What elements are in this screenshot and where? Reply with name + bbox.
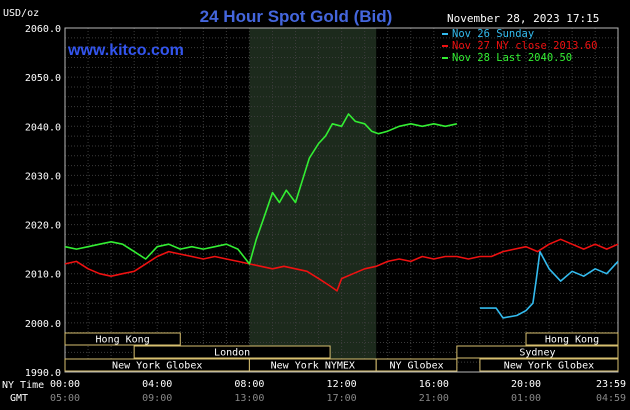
session-bar: Hong Kong [64,332,181,346]
session-bar: New York Globex [64,358,250,372]
session-label: Sydney [519,348,555,359]
x-tick-label-gmt: 21:00 [419,393,449,404]
y-tick-label: 2030.0 [25,171,61,182]
legend-entry: Nov 27 NY close 2013.60 [452,40,597,52]
y-tick-label: 2010.0 [25,270,61,281]
session-label: Hong Kong [96,335,150,346]
session-bar: Hong Kong [525,332,619,346]
x-tick-label-ny: 16:00 [419,379,449,390]
session-bar: New York Globex [479,358,619,372]
x-tick-label-ny: 12:00 [327,379,357,390]
nymex-session-highlight [249,28,377,372]
session-label: New York Globex [504,361,594,372]
trading-sessions: Hong Kong Hong Kong London Sydney New York G… [64,332,619,372]
session-bar: London [133,345,331,359]
session-bar: NY Globex [375,358,458,372]
highlight-band [249,28,377,372]
x-tick-label-ny: 08:00 [234,379,264,390]
y-tick-label: 2020.0 [25,221,61,232]
plot-frame [64,27,619,373]
x-tick-label-gmt: 09:00 [142,393,172,404]
y-tick-label: 1990.0 [25,368,61,379]
y-tick-labels: 2060.0 2050.0 2040.0 2030.0 2020.0 2010.0 2000… [25,24,61,379]
y-tick-label: 2000.0 [25,319,61,330]
y-tick-label: 2050.0 [25,73,61,84]
session-label: New York Globex [112,361,202,372]
series-line-nov28 [64,113,458,265]
timestamp: November 28, 2023 17:15 [447,12,599,25]
x-tick-labels: 00:00 04:00 08:00 12:00 16:00 20:00 23:59 05:00… [50,379,626,404]
legend-entry: Nov 26 Sunday [452,28,534,40]
source-url[interactable]: www.kitco.com [67,42,184,59]
x-tick-label-ny: 20:00 [511,379,541,390]
x-tick-label-ny: 23:59 [596,379,626,390]
session-label: NY Globex [389,361,443,372]
gridlines [64,27,619,373]
session-bar: New York NYMEX [248,358,377,372]
x-tick-label-gmt: 13:00 [234,393,264,404]
session-label: London [214,348,250,359]
series-line-nov27 [64,238,619,292]
gmt-label: GMT [10,393,28,404]
y-tick-label: 2060.0 [25,24,61,35]
y-tick-label: 2040.0 [25,122,61,133]
session-bar: Sydney [456,345,619,359]
x-tick-label-ny: 00:00 [50,379,80,390]
series-lines [64,113,619,319]
session-label: Hong Kong [545,335,599,346]
x-tick-label-gmt: 01:00 [511,393,541,404]
x-tick-label-ny: 04:00 [142,379,172,390]
session-label: New York NYMEX [271,361,355,372]
ny-time-label: NY Time [2,380,44,391]
x-tick-label-gmt: 05:00 [50,393,80,404]
legend-entry: Nov 28 Last 2040.50 [452,52,572,64]
series-line-nov26 [479,250,619,319]
x-tick-label-gmt: 17:00 [327,393,357,404]
chart-title: 24 Hour Spot Gold (Bid) [200,7,393,26]
y-axis-label: USD/oz [3,8,39,19]
x-tick-label-gmt: 04:59 [596,393,626,404]
